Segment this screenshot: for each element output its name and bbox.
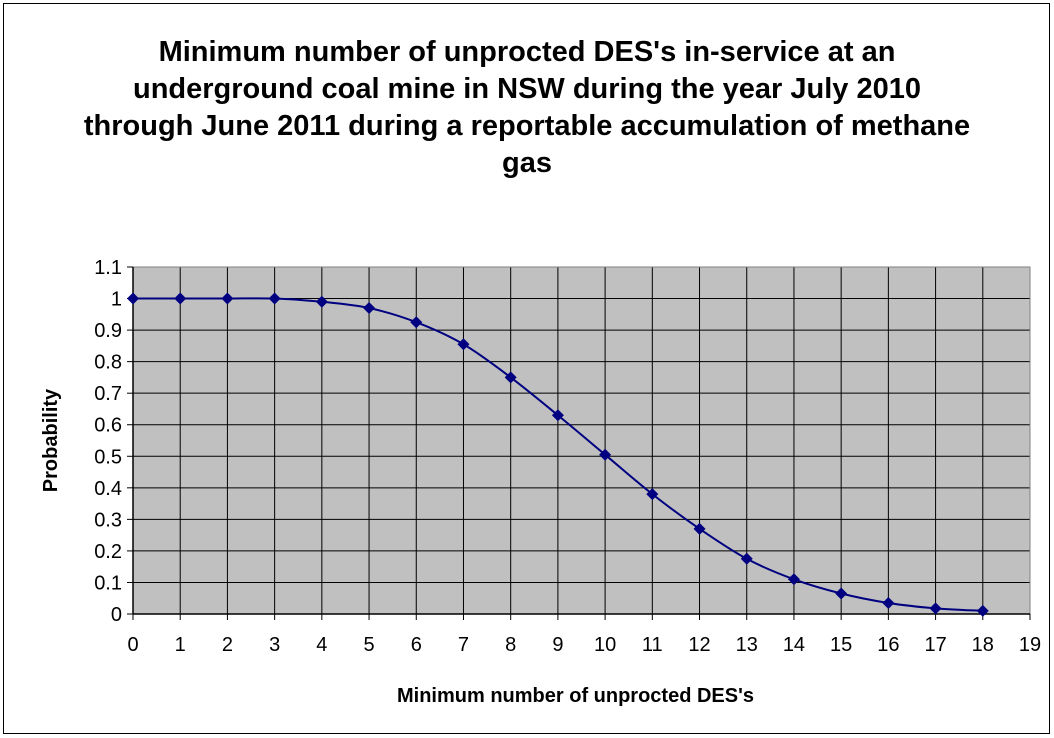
data-point [221, 292, 234, 305]
data-point [646, 488, 659, 501]
x-tick-label: 11 [642, 634, 663, 656]
x-axis-label: Minimum number of unprocted DES's [397, 685, 754, 707]
gridlines [132, 266, 1031, 615]
data-point [740, 552, 753, 565]
y-tick-label: 0.1 [94, 572, 122, 594]
data-point [457, 338, 470, 351]
data-point [882, 596, 895, 609]
y-tick-labels: 0 0.1 0.2 0.3 0.4 0.5 0.6 0.7 0.8 0.9 1 1.1 [94, 257, 133, 626]
x-tick-label: 2 [222, 634, 233, 656]
data-point [410, 316, 423, 329]
y-tick-label: 0.6 [94, 415, 122, 437]
y-tick-label: 0.3 [94, 509, 122, 531]
y-tick-label: 0.7 [94, 383, 122, 405]
x-tick-label: 8 [505, 634, 516, 656]
y-tick-label: 0.9 [94, 320, 122, 342]
data-point [315, 295, 328, 308]
x-tick-label: 10 [594, 634, 616, 656]
data-point [929, 602, 942, 615]
x-tick-label: 15 [830, 634, 852, 656]
y-tick-label: 0.2 [94, 541, 122, 563]
data-point [363, 302, 376, 315]
x-tick-label: 13 [736, 634, 758, 656]
y-tick-label: 0 [111, 604, 122, 626]
data-point [787, 573, 800, 586]
x-tick-label: 14 [783, 634, 805, 656]
x-tick-label: 9 [552, 634, 563, 656]
axes [132, 266, 1031, 615]
x-tick-label: 0 [127, 634, 138, 656]
x-tick-label: 6 [411, 634, 422, 656]
x-tick-label: 7 [458, 634, 469, 656]
y-tick-label: 0.8 [94, 352, 122, 374]
x-tick-label: 5 [363, 634, 374, 656]
data-point [268, 292, 281, 305]
data-point [976, 604, 989, 617]
x-tick-label: 12 [688, 634, 710, 656]
data-point [551, 409, 564, 422]
plot-area [133, 267, 1030, 614]
data-point [127, 292, 139, 305]
x-tick-label: 1 [175, 634, 186, 656]
y-tick-label: 0.5 [94, 446, 122, 468]
data-point [504, 371, 517, 384]
data-point [599, 448, 612, 461]
chart-title: Minimum number of unprocted DES's in-ser… [83, 36, 971, 179]
x-tick-label: 16 [877, 634, 899, 656]
y-tick-label: 0.4 [94, 478, 122, 500]
data-point [835, 587, 848, 600]
x-tick-label: 4 [316, 634, 327, 656]
data-point [174, 292, 187, 305]
y-axis-label: Probability [40, 388, 62, 492]
y-tick-label: 1.1 [94, 257, 122, 279]
x-tick-label: 19 [1019, 634, 1041, 656]
data-point [693, 522, 706, 535]
x-tick-labels: 0 1 2 3 4 5 6 7 8 9 10 11 12 13 14 15 16 17 18 19 [127, 614, 1041, 656]
x-tick-label: 18 [972, 634, 994, 656]
x-tick-label: 17 [924, 634, 946, 656]
y-tick-label: 1 [111, 289, 122, 311]
x-tick-label: 3 [269, 634, 280, 656]
series [127, 292, 989, 617]
